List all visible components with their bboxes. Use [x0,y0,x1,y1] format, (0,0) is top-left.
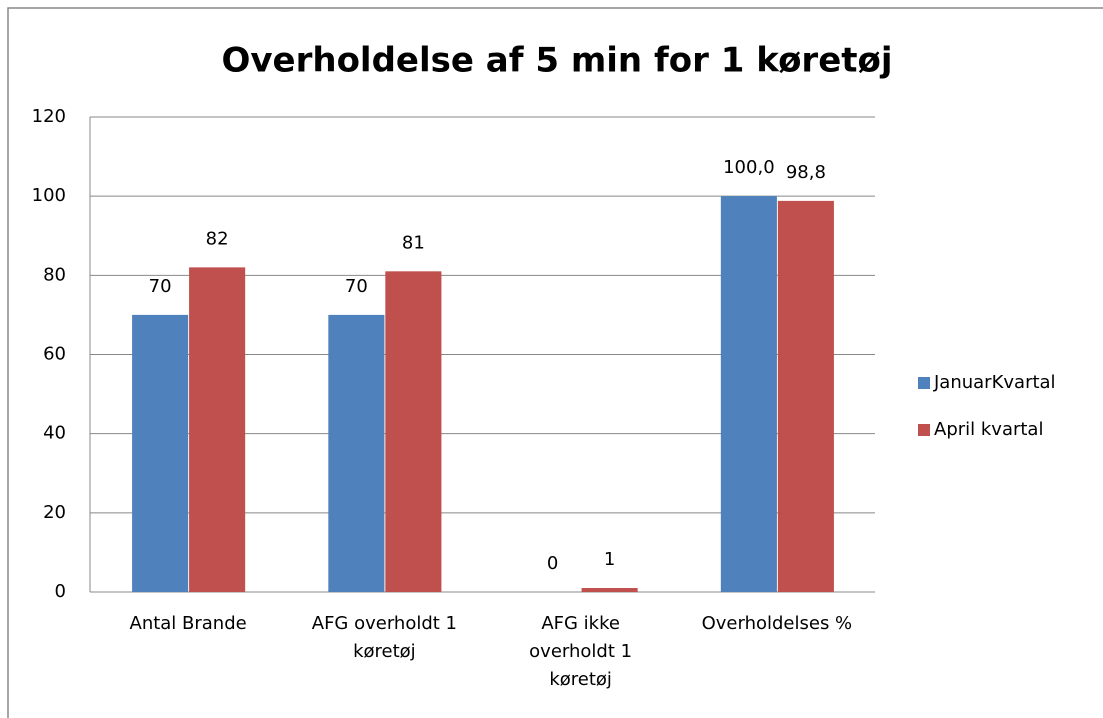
value-label: 70 [345,276,368,297]
bar-shade [132,314,189,592]
bar-shade [385,271,442,592]
value-label: 98,8 [786,162,826,183]
y-tick-label: 20 [43,502,66,523]
value-label: 81 [402,232,425,253]
x-tick-label: AFG ikke overholdt 1 køretøj [529,613,633,690]
legend-label: April kvartal [934,419,1043,440]
bar-shade [581,588,638,592]
legend-swatch [918,424,930,436]
x-tick-label: Antal Brande [129,613,247,634]
bar-shade [777,200,834,592]
bar-shade [189,267,246,592]
chart-title: Overholdelse af 5 min for 1 køretøj [221,41,892,81]
x-tick-label: Overholdelses % [701,613,853,634]
y-tick-label: 80 [43,264,66,285]
bar-shade [328,314,385,592]
y-tick-label: 40 [43,423,66,444]
y-tick-label: 0 [55,581,66,602]
x-tick-label: AFG overholdt 1 køretøj [311,613,457,662]
bar-shade [720,196,777,592]
legend-label: JanuarKvartal [933,372,1056,393]
y-tick-label: 100 [32,185,66,206]
y-tick-label: 120 [32,106,66,127]
y-tick-label: 60 [43,344,66,365]
value-label: 82 [206,228,229,249]
legend-swatch [918,377,930,389]
value-label: 70 [149,276,172,297]
value-label: 0 [547,553,558,574]
value-label: 1 [604,549,615,570]
value-label: 100,0 [723,157,775,178]
